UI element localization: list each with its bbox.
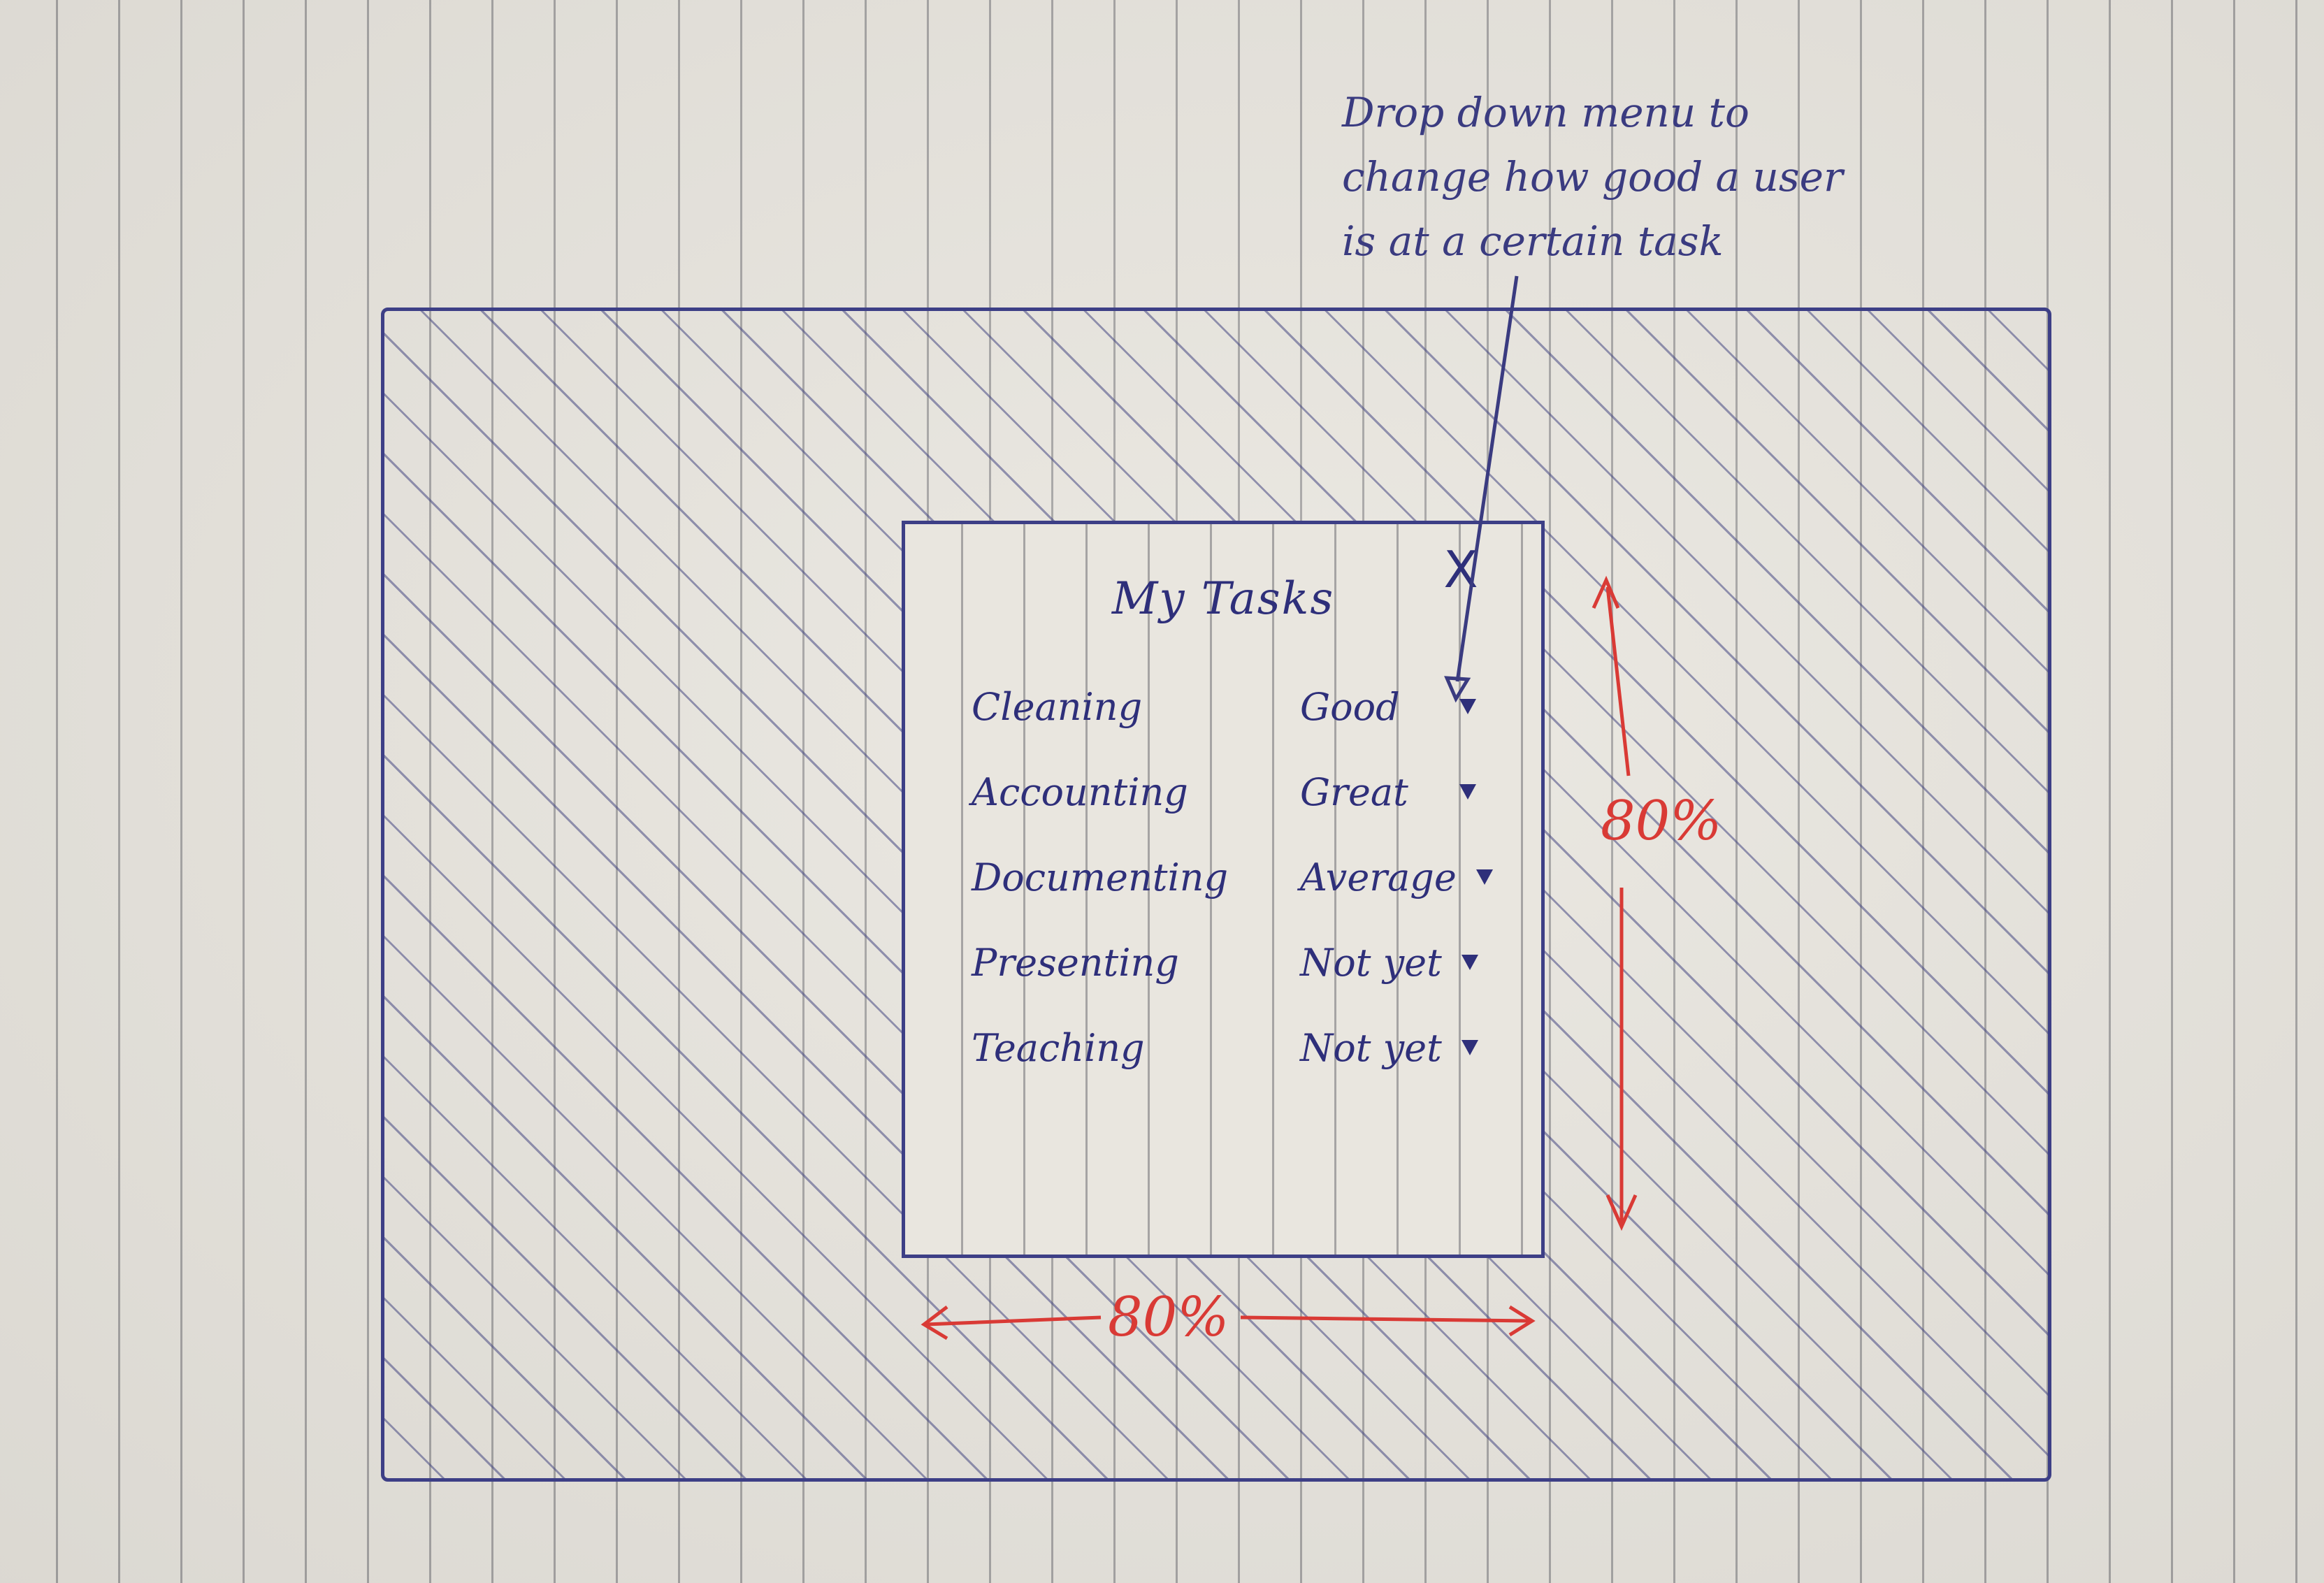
skill-level-value: Not yet [1300, 940, 1442, 985]
task-row: Cleaning Good [972, 664, 1503, 749]
skill-level-dropdown[interactable]: Average [1300, 855, 1493, 899]
task-name: Cleaning [972, 684, 1143, 729]
skill-level-value: Great [1300, 769, 1408, 814]
task-row: Teaching Not yet [972, 1005, 1503, 1090]
skill-level-dropdown[interactable]: Not yet [1300, 941, 1478, 985]
skill-level-dropdown[interactable]: Great [1300, 770, 1476, 814]
task-row: Presenting Not yet [972, 920, 1503, 1005]
skill-level-value: Good [1300, 684, 1400, 729]
height-dimension-label: 80% [1601, 790, 1722, 853]
chevron-down-icon[interactable] [1475, 869, 1493, 885]
chevron-down-icon[interactable] [1459, 699, 1476, 714]
chevron-down-icon[interactable] [1461, 1040, 1478, 1055]
task-row: Accounting Great [972, 749, 1503, 834]
task-name: Teaching [972, 1025, 1145, 1070]
my-tasks-modal: My Tasks X Cleaning Good Accounting Grea… [902, 521, 1545, 1258]
modal-title: My Tasks [1111, 573, 1335, 625]
task-name: Documenting [972, 855, 1229, 899]
task-list: Cleaning Good Accounting Great Documenti… [972, 664, 1503, 1090]
skill-level-value: Average [1300, 855, 1457, 899]
skill-level-value: Not yet [1300, 1025, 1442, 1070]
chevron-down-icon[interactable] [1459, 784, 1476, 800]
task-name: Presenting [972, 940, 1179, 985]
close-button[interactable]: X [1436, 544, 1485, 595]
skill-level-dropdown[interactable]: Not yet [1300, 1026, 1478, 1070]
task-row: Documenting Average [972, 834, 1503, 920]
width-dimension-label: 80% [1108, 1286, 1229, 1349]
task-name: Accounting [972, 769, 1188, 814]
skill-level-dropdown[interactable]: Good [1300, 685, 1476, 729]
dropdown-annotation: Drop down menu to change how good a user… [1342, 89, 1843, 265]
chevron-down-icon[interactable] [1461, 955, 1478, 970]
